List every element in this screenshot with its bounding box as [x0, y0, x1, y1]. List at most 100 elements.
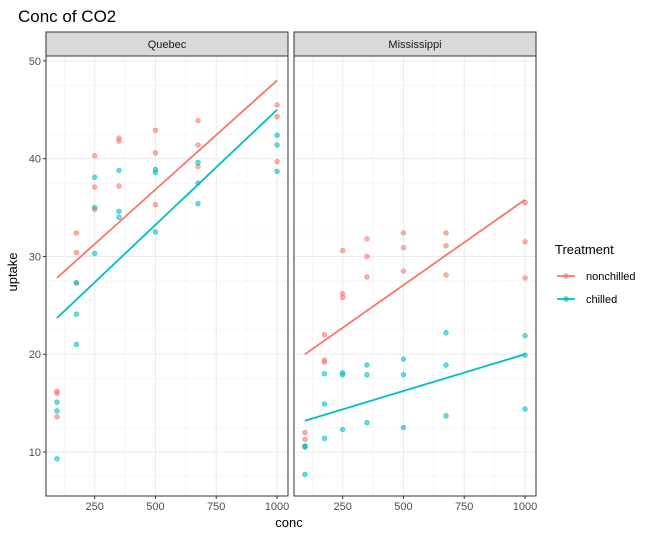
data-point — [54, 456, 60, 462]
data-point — [522, 406, 528, 412]
panel-border — [293, 55, 537, 497]
data-point — [73, 341, 80, 348]
legend: Treatment nonchilled chilled — [555, 242, 636, 306]
data-point — [443, 272, 449, 278]
data-point — [321, 435, 328, 442]
panel-quebec: Quebec 250 500 750 1000 10 20 30 40 50 — [29, 31, 289, 513]
x-axis-title: conc — [275, 515, 303, 530]
x-tick-label: 250 — [333, 501, 351, 513]
data-point — [54, 388, 60, 395]
data-point — [400, 268, 407, 274]
x-tick-label: 750 — [455, 501, 473, 513]
data-point — [364, 236, 370, 242]
x-tick-label: 1000 — [265, 501, 289, 513]
y-tick-label: 20 — [29, 349, 41, 361]
data-point — [73, 311, 80, 317]
data-point — [54, 414, 60, 420]
data-point — [400, 244, 407, 251]
data-point — [195, 142, 201, 148]
data-point — [443, 362, 449, 368]
data-point — [321, 357, 328, 363]
data-point — [274, 158, 280, 165]
data-point — [152, 127, 159, 134]
x-tick-label: 1000 — [513, 501, 537, 513]
data-point — [152, 201, 159, 208]
data-point — [116, 208, 122, 215]
data-point — [91, 184, 98, 190]
x-tick-label: 750 — [207, 501, 225, 513]
data-point — [73, 230, 80, 236]
data-point — [54, 399, 60, 405]
data-point — [152, 150, 159, 156]
data-point — [400, 372, 407, 378]
data-point — [339, 372, 346, 378]
legend-entry-chilled: chilled — [557, 294, 617, 306]
data-point — [522, 332, 528, 339]
data-point — [400, 356, 407, 362]
panel-border — [45, 55, 289, 497]
panels: Quebec 250 500 750 1000 10 20 30 40 50 Mississippi… — [29, 31, 537, 513]
data-point — [116, 214, 122, 221]
data-point — [302, 436, 308, 442]
x-tick-label: 500 — [394, 501, 412, 513]
facet-label: Mississippi — [388, 39, 441, 51]
x-tick-label: 250 — [85, 501, 103, 513]
facet-strip — [45, 31, 289, 57]
legend-label: chilled — [586, 294, 617, 306]
data-point — [274, 132, 280, 138]
data-point — [73, 280, 80, 286]
data-point — [339, 426, 346, 433]
data-point — [339, 247, 346, 254]
data-point — [195, 117, 201, 124]
x-tick-label: 500 — [146, 501, 164, 513]
data-point — [274, 113, 280, 120]
series-chilled — [54, 109, 280, 462]
data-point — [321, 371, 328, 377]
data-point — [91, 204, 98, 211]
data-point — [400, 230, 407, 236]
facet-strip — [293, 31, 537, 57]
data-point — [116, 167, 122, 174]
trend-line — [56, 79, 278, 279]
data-point — [302, 471, 308, 478]
data-point — [302, 443, 308, 449]
y-axis-title: uptake — [5, 252, 20, 291]
data-point — [339, 294, 346, 301]
y-tick-label: 10 — [29, 447, 41, 459]
data-point — [91, 250, 98, 257]
y-tick-label: 30 — [29, 251, 41, 263]
facet-label: Quebec — [148, 39, 187, 51]
trend-line — [56, 109, 278, 319]
trend-line — [304, 353, 526, 422]
data-point — [364, 253, 370, 260]
data-point — [73, 249, 80, 256]
legend-label: nonchilled — [586, 271, 636, 283]
legend-title: Treatment — [555, 242, 614, 257]
gridlines — [46, 56, 288, 496]
trend-line — [304, 198, 526, 355]
data-point — [116, 135, 122, 141]
data-point — [364, 274, 370, 280]
data-point — [274, 142, 280, 148]
panel-background — [46, 56, 288, 496]
legend-key-point — [563, 296, 569, 302]
panel-mississippi: Mississippi 250 500 750 1000 — [293, 31, 537, 513]
data-point — [364, 362, 370, 368]
data-point — [522, 275, 528, 281]
gridlines — [294, 56, 536, 496]
data-point — [54, 408, 60, 414]
data-point — [364, 372, 370, 378]
data-point — [443, 230, 449, 236]
data-point — [400, 424, 407, 431]
legend-key-point — [563, 273, 569, 279]
data-point — [443, 413, 449, 419]
data-point — [195, 200, 201, 207]
chart-title: Conc of CO2 — [18, 7, 116, 26]
series-chilled — [302, 330, 528, 478]
data-point — [274, 102, 280, 108]
y-tick-label: 50 — [29, 56, 41, 68]
data-point — [302, 429, 308, 436]
data-point — [116, 183, 122, 189]
data-point — [195, 159, 201, 166]
